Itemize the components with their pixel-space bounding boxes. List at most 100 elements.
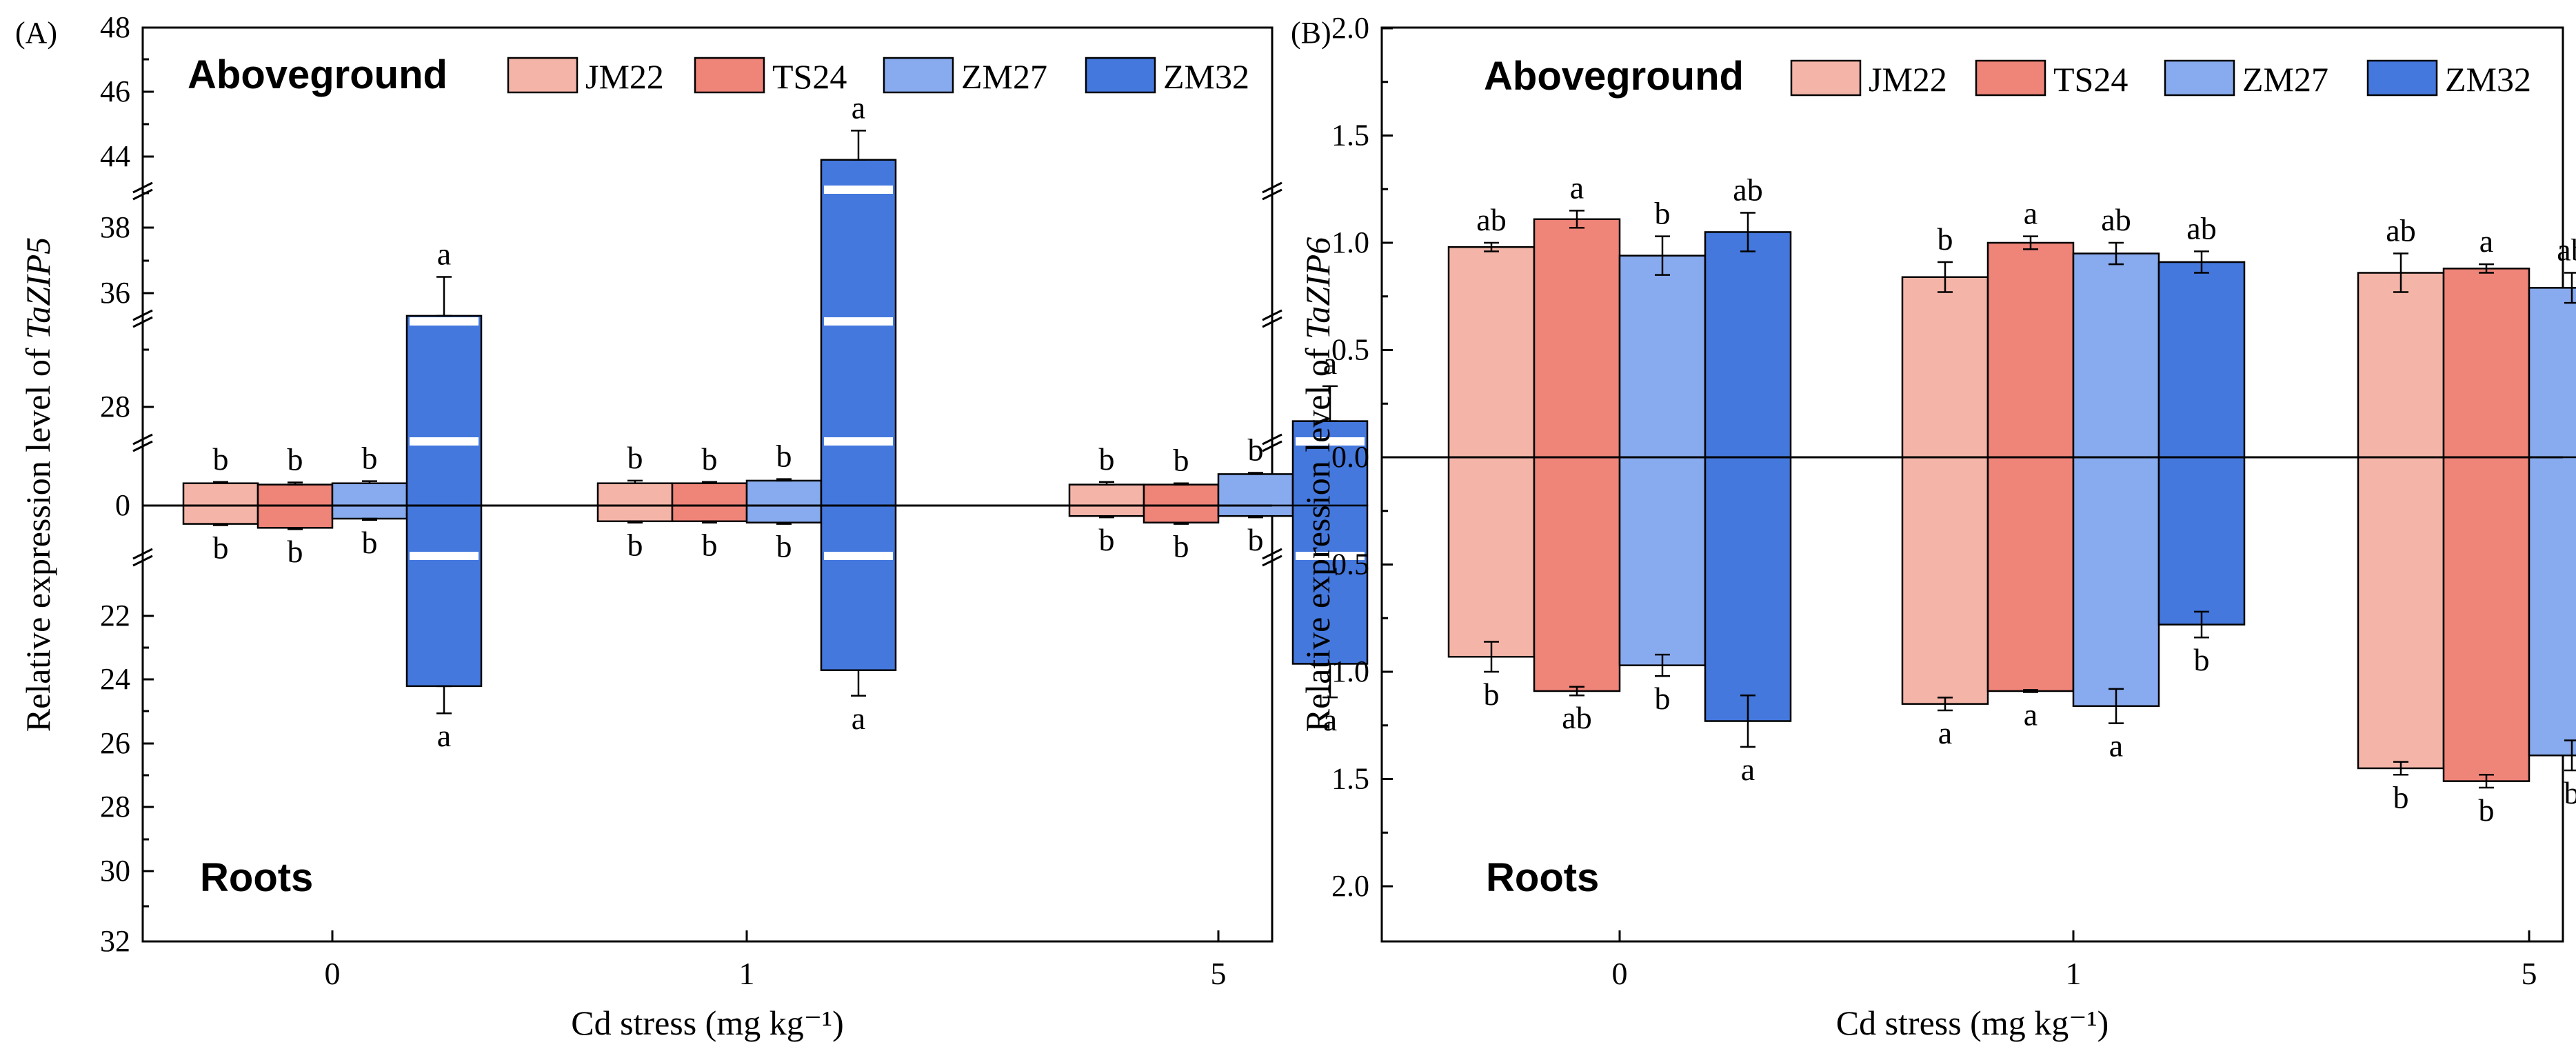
error-bar-above xyxy=(362,480,377,484)
error-bar-roots xyxy=(1099,515,1114,519)
bar-roots-TS24 xyxy=(1986,456,2075,692)
significance-letter: b xyxy=(627,528,643,563)
bar-roots-ZM27 xyxy=(2528,456,2576,757)
y-tick-label: 2.0 xyxy=(1331,869,1369,903)
y-axis-title-prefix: Relative expression level of xyxy=(1298,339,1337,732)
legend-swatch-ZM27 xyxy=(883,57,954,94)
significance-letter: b xyxy=(1099,441,1115,477)
significance-letter: b xyxy=(288,442,303,477)
error-bar-roots xyxy=(2564,739,2576,772)
significance-letter: b xyxy=(213,441,229,477)
y-axis-title-gene: TaZIP6 xyxy=(1298,237,1337,339)
panel-label: (A) xyxy=(15,16,57,50)
significance-letter: ab xyxy=(2557,232,2576,268)
bar-above-TS24 xyxy=(1986,241,2075,459)
axis-break-mark xyxy=(1262,433,1282,446)
axis-break-mark xyxy=(132,440,153,452)
y-tick-label: 0.5 xyxy=(1331,548,1369,581)
significance-letter: a xyxy=(852,90,865,125)
bar-above-JM22 xyxy=(1901,276,1989,459)
error-bar-above xyxy=(1174,482,1189,486)
legend-swatch-ZM32 xyxy=(1085,57,1156,94)
significance-letter: b xyxy=(362,525,378,560)
bar-above-TS24 xyxy=(1533,218,1621,459)
significance-letter: b xyxy=(1938,221,1953,257)
bar-roots-ZM32 xyxy=(820,504,897,671)
x-tick-label: 0 xyxy=(325,956,341,991)
error-bar-above xyxy=(1248,472,1263,475)
bar-break-gap xyxy=(824,317,893,326)
axis-break-mark xyxy=(132,309,153,321)
error-bar-roots xyxy=(851,669,866,697)
legend-label: JM22 xyxy=(1869,60,1947,99)
legend-label: ZM27 xyxy=(961,57,1047,96)
error-bar-above xyxy=(2393,252,2408,293)
significance-letter: a xyxy=(1323,702,1337,737)
y-tick-label: 28 xyxy=(100,790,130,824)
bar-above-TS24 xyxy=(1143,483,1220,507)
bar-break-gap xyxy=(1296,437,1365,446)
bar-break-gap xyxy=(410,437,479,446)
significance-letter: b xyxy=(2194,642,2210,677)
error-bar-above xyxy=(776,478,792,482)
bar-above-JM22 xyxy=(182,482,259,507)
legend-swatch-TS24 xyxy=(694,57,765,94)
axis-break-mark xyxy=(1262,316,1282,328)
error-bar-roots xyxy=(1174,521,1189,525)
bar-roots-ZM32 xyxy=(1291,504,1369,665)
error-bar-roots xyxy=(213,523,228,526)
x-tick-label: 1 xyxy=(739,956,755,991)
legend-label: ZM32 xyxy=(2445,60,2531,99)
significance-letter: b xyxy=(1655,196,1671,231)
bar-above-JM22 xyxy=(1068,483,1145,507)
bar-above-ZM32 xyxy=(2157,261,2246,459)
error-bar-roots xyxy=(2393,761,2408,776)
significance-letter: a xyxy=(1741,752,1755,787)
y-tick-label: 36 xyxy=(100,276,130,310)
error-bar-roots xyxy=(1655,653,1670,677)
significance-letter: b xyxy=(702,528,718,563)
error-bar-above xyxy=(1484,241,1499,252)
legend-swatch-ZM27 xyxy=(2164,59,2235,97)
significance-letter: a xyxy=(1938,715,1952,750)
error-bar-roots xyxy=(2479,774,2494,789)
legend-swatch-JM22 xyxy=(1790,59,1862,97)
bar-roots-JM22 xyxy=(2357,456,2445,770)
bar-roots-TS24 xyxy=(256,504,334,529)
significance-letter: b xyxy=(1248,432,1264,468)
legend-label: TS24 xyxy=(772,57,847,96)
bar-above-TS24 xyxy=(2442,268,2530,459)
legend-label: ZM27 xyxy=(2242,60,2328,99)
legend-swatch-ZM32 xyxy=(2366,59,2438,97)
bar-above-TS24 xyxy=(256,483,334,507)
significance-letter: a xyxy=(437,237,451,272)
y-axis-title-prefix: Relative expression level of xyxy=(19,339,57,732)
significance-letter: ab xyxy=(1733,172,1762,207)
error-bar-above xyxy=(1322,385,1338,422)
y-tick-label: 48 xyxy=(100,10,130,44)
axis-break-mark xyxy=(132,555,153,567)
error-bar-roots xyxy=(1740,694,1755,748)
significance-letter: a xyxy=(1323,346,1337,381)
y-tick-label: 24 xyxy=(100,662,130,696)
significance-letter: a xyxy=(2109,728,2123,763)
significance-letter: ab xyxy=(2101,202,2131,237)
legend-label: TS24 xyxy=(2053,60,2128,99)
y-tick-label: 2.0 xyxy=(1331,11,1369,45)
bar-roots-TS24 xyxy=(671,504,748,523)
error-bar-above xyxy=(1569,210,1584,229)
legend-swatch-JM22 xyxy=(507,57,578,94)
bar-above-ZM27 xyxy=(1217,473,1294,507)
significance-letter: ab xyxy=(1562,700,1591,735)
significance-letter: a xyxy=(2479,223,2493,259)
error-bar-roots xyxy=(1322,663,1338,699)
y-tick-label: 1.0 xyxy=(1331,655,1369,688)
bar-roots-JM22 xyxy=(1447,456,1536,658)
significance-letter: ab xyxy=(1476,202,1506,237)
y-tick-label: 30 xyxy=(100,854,130,888)
y-axis-title: Relative expression level of TaZIP6 xyxy=(1298,237,1337,732)
axis-break-mark xyxy=(1262,181,1282,194)
error-bar-above xyxy=(1655,235,1670,276)
significance-letter: b xyxy=(213,530,229,566)
y-tick-label: 0.0 xyxy=(1331,440,1369,474)
